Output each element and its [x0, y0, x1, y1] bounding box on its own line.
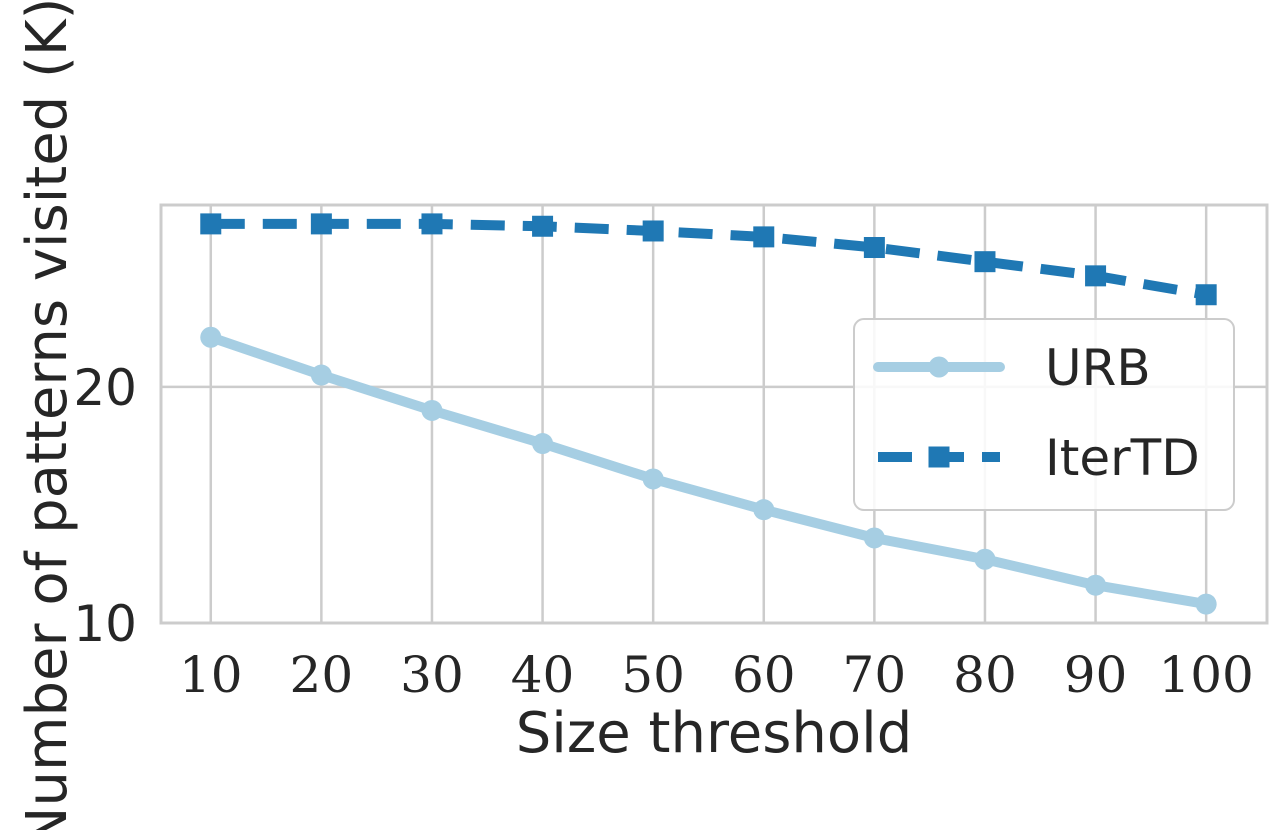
data-point-urb — [753, 499, 775, 521]
data-point-urb — [1195, 593, 1217, 615]
series-line-itertd — [210, 218, 1208, 300]
x-tick-label: 90 — [1064, 646, 1128, 704]
data-point-urb — [200, 326, 222, 348]
x-tick-labels: 10 20 30 40 50 60 70 80 90 100 — [179, 646, 1254, 704]
x-tick-label: 30 — [400, 646, 464, 704]
y-tick-labels: 10 20 — [73, 359, 137, 653]
data-point-itertd — [1195, 284, 1217, 306]
x-tick-label: 100 — [1158, 646, 1253, 704]
x-tick-label: 60 — [732, 646, 796, 704]
x-tick-label: 70 — [843, 646, 907, 704]
y-axis-label: Number of patterns visited (K) — [15, 0, 80, 830]
data-point-urb — [310, 364, 332, 386]
series-layer — [200, 213, 1217, 615]
data-point-itertd — [421, 213, 443, 235]
data-point-urb — [642, 468, 664, 490]
series-itertd — [200, 213, 1217, 306]
y-tick-label: 20 — [73, 359, 137, 417]
x-tick-label: 80 — [953, 646, 1017, 704]
data-point-itertd — [310, 213, 332, 235]
x-tick-label: 50 — [621, 646, 685, 704]
legend-marker-urb — [928, 356, 950, 378]
plot-area-frame — [159, 203, 1269, 625]
x-tick-label: 40 — [511, 646, 575, 704]
x-tick-label: 20 — [290, 646, 354, 704]
data-point-itertd — [974, 251, 996, 273]
legend: URB IterTD — [853, 318, 1235, 511]
data-point-itertd — [863, 237, 885, 259]
legend-marker-itertd — [928, 446, 950, 468]
x-axis-label: Size threshold — [516, 701, 912, 766]
series-urb — [200, 326, 1217, 615]
x-tick-label: 10 — [179, 646, 243, 704]
data-point-itertd — [1085, 265, 1107, 287]
data-point-urb — [532, 433, 554, 455]
data-point-urb — [863, 527, 885, 549]
data-point-itertd — [642, 220, 664, 242]
legend-label-itertd: IterTD — [1045, 429, 1200, 487]
legend-label-urb: URB — [1045, 339, 1151, 397]
data-point-itertd — [753, 226, 775, 248]
data-point-urb — [421, 399, 443, 421]
series-line-urb — [205, 332, 1212, 610]
data-point-urb — [974, 548, 996, 570]
data-point-urb — [1085, 574, 1107, 596]
data-point-itertd — [532, 215, 554, 237]
legend-entries: URB IterTD — [873, 339, 1200, 487]
data-point-itertd — [200, 213, 222, 235]
y-tick-label: 10 — [73, 595, 137, 653]
